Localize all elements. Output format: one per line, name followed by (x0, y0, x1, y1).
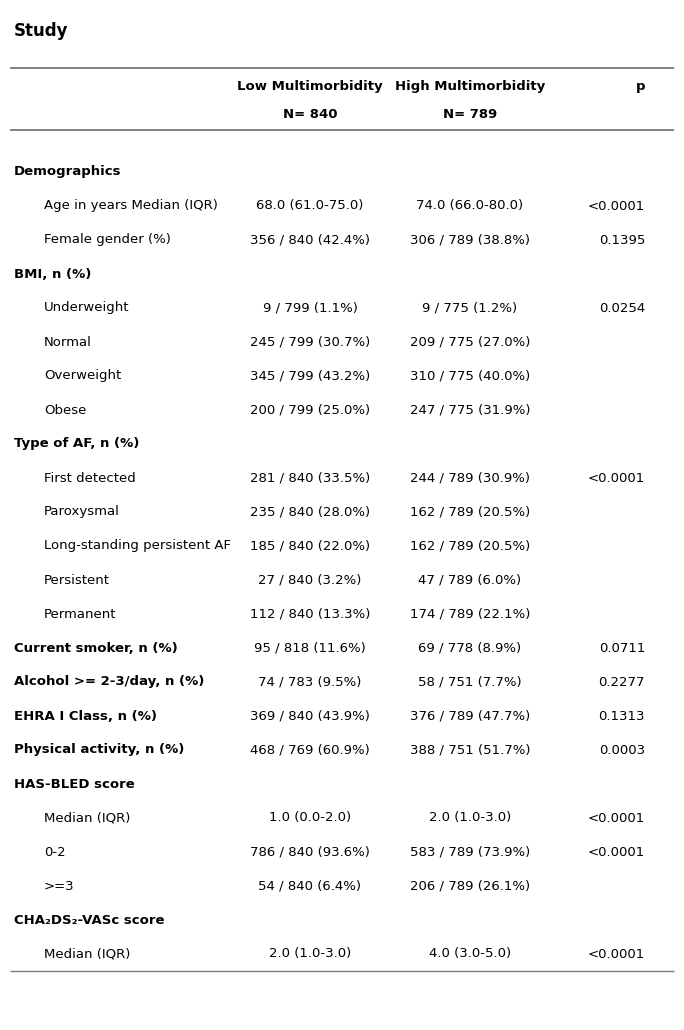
Text: HAS-BLED score: HAS-BLED score (14, 778, 135, 790)
Text: 247 / 775 (31.9%): 247 / 775 (31.9%) (410, 404, 530, 416)
Text: 0.2277: 0.2277 (598, 676, 645, 688)
Text: Obese: Obese (44, 404, 86, 416)
Text: 58 / 751 (7.7%): 58 / 751 (7.7%) (418, 676, 522, 688)
Text: 200 / 799 (25.0%): 200 / 799 (25.0%) (250, 404, 370, 416)
Text: 0.0254: 0.0254 (598, 302, 645, 314)
Text: Normal: Normal (44, 336, 92, 348)
Text: 112 / 840 (13.3%): 112 / 840 (13.3%) (250, 608, 370, 620)
Text: <0.0001: <0.0001 (588, 846, 645, 858)
Text: 786 / 840 (93.6%): 786 / 840 (93.6%) (250, 846, 370, 858)
Text: 388 / 751 (51.7%): 388 / 751 (51.7%) (410, 744, 530, 756)
Text: 162 / 789 (20.5%): 162 / 789 (20.5%) (410, 506, 530, 518)
Text: 74 / 783 (9.5%): 74 / 783 (9.5%) (259, 676, 362, 688)
Text: 206 / 789 (26.1%): 206 / 789 (26.1%) (410, 880, 530, 893)
Text: 0.0003: 0.0003 (599, 744, 645, 756)
Text: Long-standing persistent AF: Long-standing persistent AF (44, 540, 231, 552)
Text: Median (IQR): Median (IQR) (44, 948, 131, 961)
Text: 9 / 799 (1.1%): 9 / 799 (1.1%) (263, 302, 358, 314)
Text: BMI, n (%): BMI, n (%) (14, 268, 92, 280)
Text: 0.1313: 0.1313 (598, 710, 645, 722)
Text: 95 / 818 (11.6%): 95 / 818 (11.6%) (254, 642, 366, 654)
Text: N= 789: N= 789 (443, 108, 497, 121)
Text: 281 / 840 (33.5%): 281 / 840 (33.5%) (250, 472, 370, 484)
Text: 310 / 775 (40.0%): 310 / 775 (40.0%) (410, 370, 530, 382)
Text: 162 / 789 (20.5%): 162 / 789 (20.5%) (410, 540, 530, 552)
Text: 245 / 799 (30.7%): 245 / 799 (30.7%) (250, 336, 370, 348)
Text: EHRA I Class, n (%): EHRA I Class, n (%) (14, 710, 157, 722)
Text: Permanent: Permanent (44, 608, 116, 620)
Text: 369 / 840 (43.9%): 369 / 840 (43.9%) (250, 710, 370, 722)
Text: 209 / 775 (27.0%): 209 / 775 (27.0%) (410, 336, 530, 348)
Text: Study: Study (14, 22, 68, 40)
Text: 185 / 840 (22.0%): 185 / 840 (22.0%) (250, 540, 370, 552)
Text: 1.0 (0.0-2.0): 1.0 (0.0-2.0) (269, 812, 351, 824)
Text: 0.1395: 0.1395 (598, 234, 645, 246)
Text: Age in years Median (IQR): Age in years Median (IQR) (44, 200, 218, 212)
Text: Current smoker, n (%): Current smoker, n (%) (14, 642, 178, 654)
Text: <0.0001: <0.0001 (588, 472, 645, 484)
Text: High Multimorbidity: High Multimorbidity (395, 80, 545, 93)
Text: 47 / 789 (6.0%): 47 / 789 (6.0%) (419, 574, 522, 586)
Text: 174 / 789 (22.1%): 174 / 789 (22.1%) (410, 608, 530, 620)
Text: 2.0 (1.0-3.0): 2.0 (1.0-3.0) (269, 948, 351, 961)
Text: <0.0001: <0.0001 (588, 948, 645, 961)
Text: Underweight: Underweight (44, 302, 129, 314)
Text: 9 / 775 (1.2%): 9 / 775 (1.2%) (423, 302, 518, 314)
Text: Persistent: Persistent (44, 574, 110, 586)
Text: 376 / 789 (47.7%): 376 / 789 (47.7%) (410, 710, 530, 722)
Text: 306 / 789 (38.8%): 306 / 789 (38.8%) (410, 234, 530, 246)
Text: 54 / 840 (6.4%): 54 / 840 (6.4%) (259, 880, 362, 893)
Text: 68.0 (61.0-75.0): 68.0 (61.0-75.0) (256, 200, 364, 212)
Text: Paroxysmal: Paroxysmal (44, 506, 120, 518)
Text: 69 / 778 (8.9%): 69 / 778 (8.9%) (419, 642, 522, 654)
Text: 583 / 789 (73.9%): 583 / 789 (73.9%) (410, 846, 530, 858)
Text: <0.0001: <0.0001 (588, 812, 645, 824)
Text: CHA₂DS₂-VASc score: CHA₂DS₂-VASc score (14, 914, 164, 927)
Text: Physical activity, n (%): Physical activity, n (%) (14, 744, 185, 756)
Text: N= 840: N= 840 (282, 108, 337, 121)
Text: p: p (635, 80, 645, 93)
Text: Median (IQR): Median (IQR) (44, 812, 131, 824)
Text: 356 / 840 (42.4%): 356 / 840 (42.4%) (250, 234, 370, 246)
Text: <0.0001: <0.0001 (588, 200, 645, 212)
Text: >=3: >=3 (44, 880, 75, 893)
Text: 74.0 (66.0-80.0): 74.0 (66.0-80.0) (417, 200, 523, 212)
Text: 468 / 769 (60.9%): 468 / 769 (60.9%) (250, 744, 370, 756)
Text: 345 / 799 (43.2%): 345 / 799 (43.2%) (250, 370, 370, 382)
Text: Overweight: Overweight (44, 370, 121, 382)
Text: 4.0 (3.0-5.0): 4.0 (3.0-5.0) (429, 948, 511, 961)
Text: Female gender (%): Female gender (%) (44, 234, 171, 246)
Text: 235 / 840 (28.0%): 235 / 840 (28.0%) (250, 506, 370, 518)
Text: 2.0 (1.0-3.0): 2.0 (1.0-3.0) (429, 812, 511, 824)
Text: 27 / 840 (3.2%): 27 / 840 (3.2%) (259, 574, 362, 586)
Text: Low Multimorbidity: Low Multimorbidity (237, 80, 383, 93)
Text: 244 / 789 (30.9%): 244 / 789 (30.9%) (410, 472, 530, 484)
Text: First detected: First detected (44, 472, 135, 484)
Text: Type of AF, n (%): Type of AF, n (%) (14, 438, 140, 450)
Text: 0-2: 0-2 (44, 846, 66, 858)
Text: Demographics: Demographics (14, 166, 122, 178)
Text: Alcohol >= 2-3/day, n (%): Alcohol >= 2-3/day, n (%) (14, 676, 205, 688)
Text: 0.0711: 0.0711 (598, 642, 645, 654)
